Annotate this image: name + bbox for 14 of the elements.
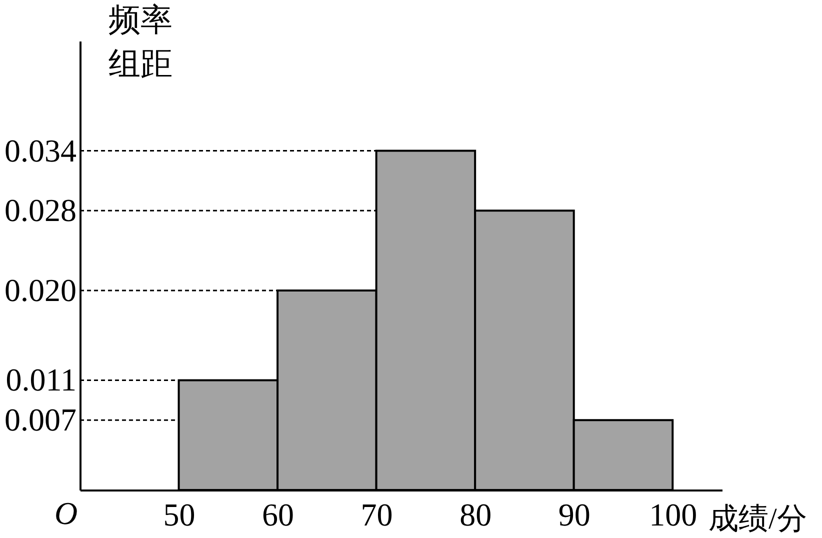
y-axis-title: 频率组距 xyxy=(108,2,172,82)
x-tick-label: 50 xyxy=(163,496,196,532)
x-tick-label: 80 xyxy=(460,496,492,532)
y-tick-label: 0.007 xyxy=(4,402,76,438)
x-axis-title: 成绩/分 xyxy=(708,502,807,536)
y-tick-label: 0.028 xyxy=(4,192,76,228)
y-tick-label: 0.020 xyxy=(4,272,76,308)
x-tick-label: 70 xyxy=(360,496,393,532)
x-tick-label: 90 xyxy=(558,496,590,532)
text: O xyxy=(54,495,78,531)
x-tick-label: 60 xyxy=(262,496,294,532)
x-tick-label: 100 xyxy=(649,496,698,532)
y-tick-label: 0.034 xyxy=(4,132,76,168)
y-tick-label: 0.011 xyxy=(6,362,76,398)
